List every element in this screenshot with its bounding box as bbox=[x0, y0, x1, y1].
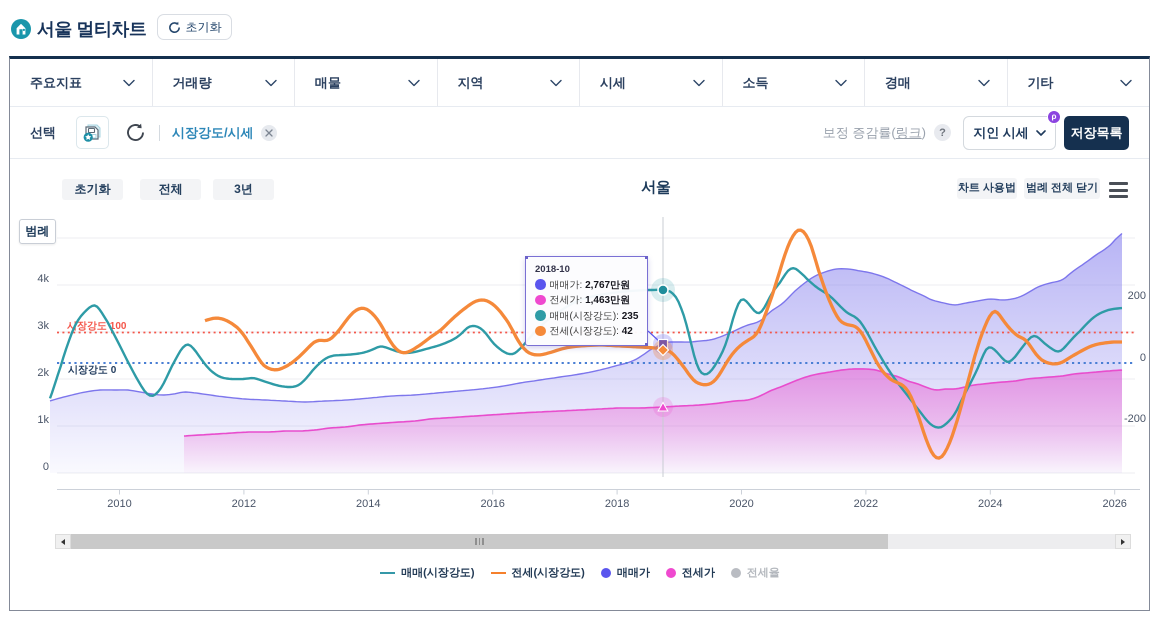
svg-text:200: 200 bbox=[1128, 290, 1146, 302]
svg-text:2010: 2010 bbox=[107, 498, 131, 510]
svg-text:시장강도 0: 시장강도 0 bbox=[68, 364, 117, 376]
svg-text:2016: 2016 bbox=[480, 498, 504, 510]
svg-text:2026: 2026 bbox=[1102, 498, 1126, 510]
svg-text:2024: 2024 bbox=[978, 498, 1002, 510]
svg-text:2022: 2022 bbox=[854, 498, 878, 510]
svg-text:3k: 3k bbox=[37, 320, 49, 332]
svg-text:2020: 2020 bbox=[729, 498, 753, 510]
svg-text:2018: 2018 bbox=[605, 498, 629, 510]
svg-text:0: 0 bbox=[1140, 352, 1146, 364]
svg-text:4k: 4k bbox=[37, 273, 49, 285]
svg-text:-200: -200 bbox=[1124, 413, 1146, 425]
svg-text:1k: 1k bbox=[37, 414, 49, 426]
svg-text:2012: 2012 bbox=[232, 498, 256, 510]
svg-text:2k: 2k bbox=[37, 367, 49, 379]
svg-text:0: 0 bbox=[43, 461, 49, 473]
svg-text:2014: 2014 bbox=[356, 498, 380, 510]
